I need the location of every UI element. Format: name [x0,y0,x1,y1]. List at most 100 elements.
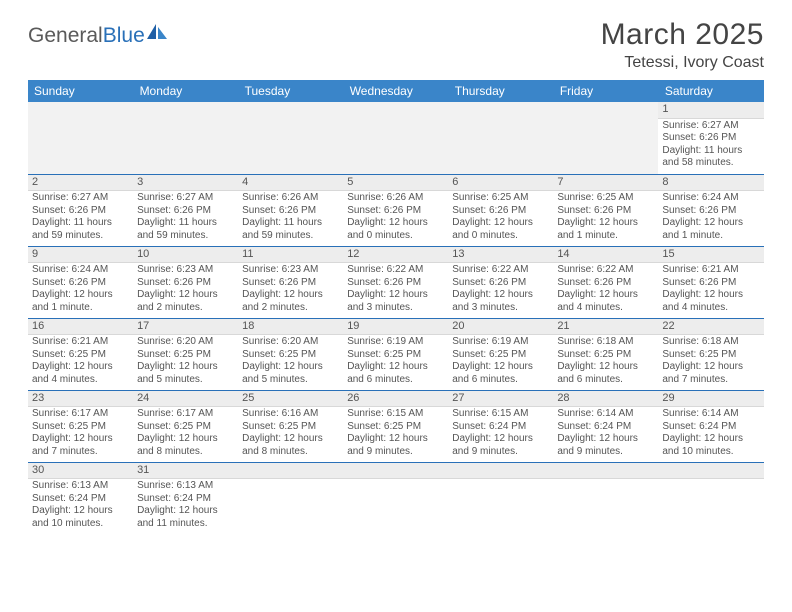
day-body: Sunrise: 6:22 AMSunset: 6:26 PMDaylight:… [553,263,658,316]
daylight-text: Daylight: 11 hours and 59 minutes. [242,217,339,242]
daylight-text: Daylight: 12 hours and 6 minutes. [557,361,654,386]
calendar-cell: 3Sunrise: 6:27 AMSunset: 6:26 PMDaylight… [133,174,238,246]
header-thursday: Thursday [448,80,553,102]
day-body: Sunrise: 6:20 AMSunset: 6:25 PMDaylight:… [238,335,343,388]
day-number: 28 [553,391,658,408]
daylight-text: Daylight: 12 hours and 7 minutes. [32,433,129,458]
daylight-text: Daylight: 12 hours and 9 minutes. [557,433,654,458]
day-number: 25 [238,391,343,408]
sunset-text: Sunset: 6:26 PM [662,277,759,290]
day-number: 3 [133,175,238,192]
day-number: 24 [133,391,238,408]
sunset-text: Sunset: 6:26 PM [557,277,654,290]
sunrise-text: Sunrise: 6:25 AM [557,192,654,205]
calendar-row: 23Sunrise: 6:17 AMSunset: 6:25 PMDayligh… [28,390,764,462]
sunrise-text: Sunrise: 6:19 AM [452,336,549,349]
calendar-cell: 20Sunrise: 6:19 AMSunset: 6:25 PMDayligh… [448,318,553,390]
calendar-cell: 7Sunrise: 6:25 AMSunset: 6:26 PMDaylight… [553,174,658,246]
calendar-row: 16Sunrise: 6:21 AMSunset: 6:25 PMDayligh… [28,318,764,390]
sunrise-text: Sunrise: 6:26 AM [347,192,444,205]
day-body: Sunrise: 6:24 AMSunset: 6:26 PMDaylight:… [28,263,133,316]
calendar-row: 9Sunrise: 6:24 AMSunset: 6:26 PMDaylight… [28,246,764,318]
day-number: 19 [343,319,448,336]
page-header: GeneralBlue March 2025 Tetessi, Ivory Co… [28,18,764,72]
title-block: March 2025 Tetessi, Ivory Coast [601,18,764,72]
sunrise-text: Sunrise: 6:23 AM [242,264,339,277]
day-number: 18 [238,319,343,336]
day-number: 4 [238,175,343,192]
calendar-row: 30Sunrise: 6:13 AMSunset: 6:24 PMDayligh… [28,462,764,534]
sunrise-text: Sunrise: 6:22 AM [557,264,654,277]
sunset-text: Sunset: 6:24 PM [137,493,234,506]
sunset-text: Sunset: 6:26 PM [32,205,129,218]
day-body: Sunrise: 6:13 AMSunset: 6:24 PMDaylight:… [28,479,133,532]
sunset-text: Sunset: 6:25 PM [137,349,234,362]
sunrise-text: Sunrise: 6:21 AM [32,336,129,349]
sunset-text: Sunset: 6:25 PM [242,349,339,362]
day-body: Sunrise: 6:13 AMSunset: 6:24 PMDaylight:… [133,479,238,532]
logo-text-general: General [28,24,103,48]
header-tuesday: Tuesday [238,80,343,102]
calendar-row: 1Sunrise: 6:27 AMSunset: 6:26 PMDaylight… [28,102,764,174]
calendar-cell: 9Sunrise: 6:24 AMSunset: 6:26 PMDaylight… [28,246,133,318]
sunset-text: Sunset: 6:26 PM [662,132,759,145]
day-body: Sunrise: 6:22 AMSunset: 6:26 PMDaylight:… [343,263,448,316]
daylight-text: Daylight: 12 hours and 7 minutes. [662,361,759,386]
sunrise-text: Sunrise: 6:13 AM [137,480,234,493]
day-number: 26 [343,391,448,408]
daylight-text: Daylight: 11 hours and 59 minutes. [137,217,234,242]
header-sunday: Sunday [28,80,133,102]
daylight-text: Daylight: 11 hours and 58 minutes. [662,145,759,170]
calendar-cell: 28Sunrise: 6:14 AMSunset: 6:24 PMDayligh… [553,390,658,462]
daylight-text: Daylight: 12 hours and 4 minutes. [662,289,759,314]
calendar-cell [448,462,553,534]
daylight-text: Daylight: 12 hours and 10 minutes. [32,505,129,530]
sunset-text: Sunset: 6:25 PM [557,349,654,362]
sunrise-text: Sunrise: 6:21 AM [662,264,759,277]
logo: GeneralBlue [28,24,169,48]
sunrise-text: Sunrise: 6:24 AM [662,192,759,205]
calendar-cell: 27Sunrise: 6:15 AMSunset: 6:24 PMDayligh… [448,390,553,462]
sunset-text: Sunset: 6:26 PM [452,205,549,218]
day-number: 15 [658,247,763,264]
day-body: Sunrise: 6:18 AMSunset: 6:25 PMDaylight:… [553,335,658,388]
sunset-text: Sunset: 6:25 PM [452,349,549,362]
day-number: 14 [553,247,658,264]
sunrise-text: Sunrise: 6:22 AM [347,264,444,277]
day-body: Sunrise: 6:23 AMSunset: 6:26 PMDaylight:… [238,263,343,316]
calendar-cell: 31Sunrise: 6:13 AMSunset: 6:24 PMDayligh… [133,462,238,534]
sunrise-text: Sunrise: 6:15 AM [452,408,549,421]
day-body: Sunrise: 6:21 AMSunset: 6:26 PMDaylight:… [658,263,763,316]
day-body: Sunrise: 6:27 AMSunset: 6:26 PMDaylight:… [28,191,133,244]
calendar-cell [553,102,658,174]
sunrise-text: Sunrise: 6:17 AM [32,408,129,421]
daylight-text: Daylight: 12 hours and 2 minutes. [137,289,234,314]
logo-text-blue: Blue [103,24,145,48]
calendar-cell [28,102,133,174]
sunrise-text: Sunrise: 6:18 AM [662,336,759,349]
sunset-text: Sunset: 6:25 PM [32,349,129,362]
sunset-text: Sunset: 6:25 PM [662,349,759,362]
calendar-header-row: Sunday Monday Tuesday Wednesday Thursday… [28,80,764,102]
day-number: 6 [448,175,553,192]
sunrise-text: Sunrise: 6:25 AM [452,192,549,205]
sunset-text: Sunset: 6:26 PM [662,205,759,218]
sunset-text: Sunset: 6:25 PM [32,421,129,434]
sunset-text: Sunset: 6:24 PM [557,421,654,434]
day-body: Sunrise: 6:22 AMSunset: 6:26 PMDaylight:… [448,263,553,316]
day-number: 9 [28,247,133,264]
day-number: 1 [658,102,763,119]
calendar-table: Sunday Monday Tuesday Wednesday Thursday… [28,80,764,534]
header-monday: Monday [133,80,238,102]
calendar-cell [448,102,553,174]
header-friday: Friday [553,80,658,102]
calendar-cell: 14Sunrise: 6:22 AMSunset: 6:26 PMDayligh… [553,246,658,318]
sunset-text: Sunset: 6:26 PM [452,277,549,290]
calendar-cell: 26Sunrise: 6:15 AMSunset: 6:25 PMDayligh… [343,390,448,462]
day-body: Sunrise: 6:26 AMSunset: 6:26 PMDaylight:… [238,191,343,244]
calendar-cell: 30Sunrise: 6:13 AMSunset: 6:24 PMDayligh… [28,462,133,534]
calendar-cell [238,462,343,534]
calendar-cell: 23Sunrise: 6:17 AMSunset: 6:25 PMDayligh… [28,390,133,462]
sunrise-text: Sunrise: 6:19 AM [347,336,444,349]
daylight-text: Daylight: 11 hours and 59 minutes. [32,217,129,242]
